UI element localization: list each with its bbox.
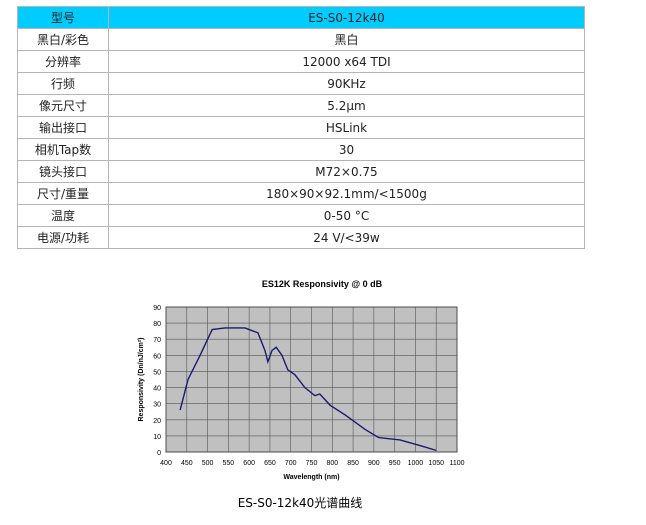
table-cell: 型号 <box>17 6 109 29</box>
chart: ES12K Responsivity @ 0 dB 0 10 20 30 40 50 60 70… <box>138 279 465 481</box>
table-row: 尺寸/重量 180×90×92.1mm/<1500g <box>17 182 585 205</box>
table-cell: 0-50 °C <box>108 204 585 227</box>
table-row: 电源/功耗 24 V/<39w <box>17 226 585 249</box>
y-tick-label: 70 <box>153 337 161 344</box>
chart-title: ES12K Responsivity @ 0 dB <box>262 279 383 289</box>
table-cell: 温度 <box>17 204 109 227</box>
table-cell: 行频 <box>17 72 109 95</box>
x-tick-label: 800 <box>326 460 338 467</box>
table-row: 镜头接口 M72×0.75 <box>17 160 585 183</box>
table-cell: 输出接口 <box>17 116 109 139</box>
x-tick-label: 750 <box>306 460 318 467</box>
table-cell: 电源/功耗 <box>17 226 109 249</box>
x-tick-label: 400 <box>160 460 172 467</box>
y-axis-label: Responsivity (Dn/nJ/cm²) <box>138 337 145 421</box>
x-tick-label: 950 <box>389 460 401 467</box>
table-cell: 5.2μm <box>108 94 585 117</box>
y-tick-label: 80 <box>153 321 161 328</box>
caption: ES-S0-12k40光谱曲线 <box>237 496 363 510</box>
table-cell: 分辨率 <box>17 50 109 73</box>
x-tick-label: 850 <box>347 460 359 467</box>
table-cell: M72×0.75 <box>108 160 585 183</box>
table-cell: 12000 x64 TDI <box>108 50 585 73</box>
y-tick-label: 30 <box>153 402 161 409</box>
x-tick-label: 900 <box>368 460 380 467</box>
table-cell: 黑白/彩色 <box>17 28 109 51</box>
data-line <box>179 327 437 452</box>
table-row: 分辨率 12000 x64 TDI <box>17 50 585 73</box>
table-cell: ES-S0-12k40 <box>108 6 585 29</box>
x-tick-label: 700 <box>285 460 297 467</box>
table-cell: 24 V/<39w <box>108 226 585 249</box>
table-cell: 尺寸/重量 <box>17 182 109 205</box>
table-cell: 180×90×92.1mm/<1500g <box>108 182 585 205</box>
table-cell: 30 <box>108 138 585 161</box>
y-tick-label: 90 <box>153 305 161 312</box>
table-cell: HSLink <box>108 116 585 139</box>
x-tick-label: 1100 <box>449 460 464 467</box>
table-row: 行频 90KHz <box>17 72 585 95</box>
x-tick-label: 1050 <box>428 460 444 467</box>
table-cell: 黑白 <box>108 28 585 51</box>
y-tick-label: 50 <box>153 369 161 376</box>
table-row: 输出接口 HSLink <box>17 116 585 139</box>
spec-table: 型号 ES-S0-12k40 黑白/彩色 黑白 分辨率 12000 x64 TDI 行频 90… <box>17 6 585 249</box>
table-row: 温度 0-50 °C <box>17 204 585 227</box>
y-tick-label: 0 <box>157 450 161 457</box>
x-tick-label: 600 <box>243 460 255 467</box>
table-row: 型号 ES-S0-12k40 <box>17 6 585 29</box>
y-tick-label: 40 <box>153 386 161 393</box>
table-cell: 镜头接口 <box>17 160 109 183</box>
x-tick-label: 650 <box>264 460 276 467</box>
x-tick-label: 500 <box>202 460 214 467</box>
y-tick-label: 10 <box>153 434 161 441</box>
table-cell: 像元尺寸 <box>17 94 109 117</box>
table-row: 像元尺寸 5.2μm <box>17 94 585 117</box>
table-row: 黑白/彩色 黑白 <box>17 28 585 51</box>
x-tick-label: 450 <box>181 460 193 467</box>
x-tick-label: 1000 <box>408 460 424 467</box>
y-tick-label: 20 <box>153 418 161 425</box>
table-cell: 90KHz <box>108 72 585 95</box>
x-axis-label: Wavelength (nm) <box>283 474 339 481</box>
table-cell: 相机Tap数 <box>17 138 109 161</box>
x-tick-label: 550 <box>223 460 235 467</box>
y-tick-label: 60 <box>153 353 161 360</box>
table-row: 相机Tap数 30 <box>17 138 585 161</box>
